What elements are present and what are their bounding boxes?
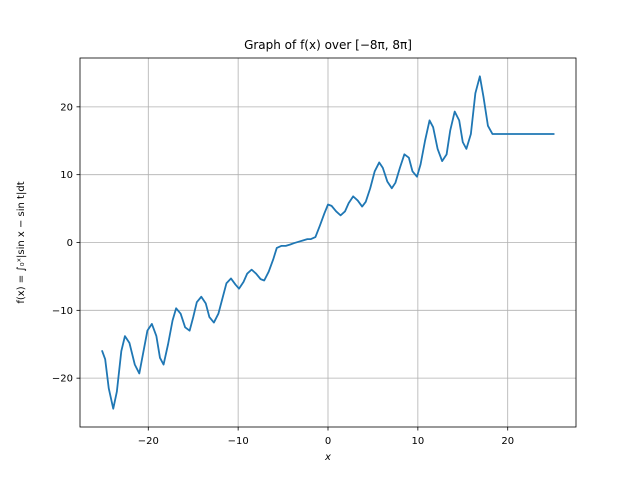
- y-tick-label: 10: [60, 170, 73, 181]
- x-tick-label: −20: [138, 436, 159, 447]
- series-layer: [101, 75, 555, 410]
- y-tick-label: 20: [60, 102, 73, 113]
- y-tick-label: 0: [67, 238, 73, 249]
- chart-title: Graph of f(x) over [−8π, 8π]: [244, 38, 412, 52]
- x-tick-label: 0: [325, 436, 331, 447]
- y-tick-label: −10: [52, 306, 73, 317]
- y-tick-label: −20: [52, 374, 73, 385]
- x-tick-label: 10: [411, 436, 424, 447]
- x-axis-label: x: [324, 452, 331, 463]
- grid: [80, 58, 576, 427]
- ticks: −20 −10 0 10 20 −20 −10 0 10 20: [52, 102, 514, 447]
- y-axis-label: f(x) = ∫₀ˣ|sin x − sin t|dt: [16, 181, 27, 303]
- x-tick-label: −10: [228, 436, 249, 447]
- x-tick-label: 20: [501, 436, 514, 447]
- series-line: [101, 75, 555, 410]
